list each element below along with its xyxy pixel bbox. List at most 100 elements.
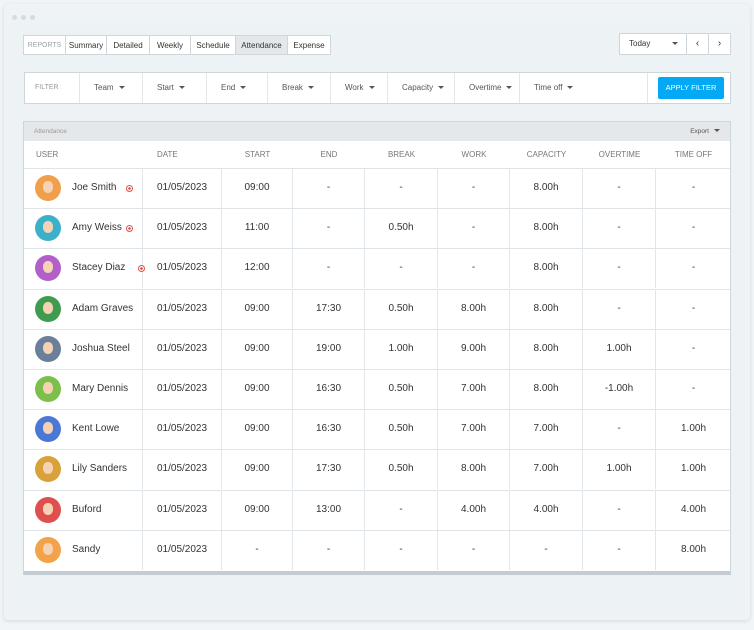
cell: 8.00h [510,288,583,329]
live-indicator [137,265,145,273]
cell: 1.00h [680,423,707,435]
avatar [35,456,61,483]
cell: - [691,342,696,354]
cell: 01/05/2023 [143,529,222,570]
row-divider [24,208,730,210]
avatar-face [43,301,53,314]
cell: 01/05/2023 [143,168,222,208]
cell: 09:00 [222,288,293,329]
cell: 8.00h [510,248,583,289]
cell: - [293,168,365,208]
table-bar: Attendance Export [24,122,730,141]
export-button[interactable]: Export [690,122,720,141]
column-header: DATE [157,150,178,159]
cell: - [510,529,583,570]
filter-label: FILTER [21,73,80,103]
cell: 09:00 [222,409,293,450]
avatar-face [43,261,53,274]
date-select[interactable]: Today [619,33,687,55]
cell: 01/05/2023 [143,369,222,409]
cell: -1.00h [583,369,656,409]
window-dot [30,15,35,20]
window-dot [12,15,17,20]
next-button[interactable]: › [708,33,731,55]
table-title: Attendance [34,128,67,135]
cell: 8.00h [510,168,583,208]
row-divider [24,489,730,491]
avatar [35,376,61,402]
cell: - [293,529,365,570]
cell: 0.50h [365,208,438,249]
filter-dropdown[interactable]: Team [80,73,143,103]
filter-dropdown[interactable]: Overtime [455,73,520,103]
cell: 01/05/2023 [143,248,222,289]
cell: 1.00h [583,328,656,369]
cell: - [691,222,696,234]
tab[interactable]: Detailed [106,35,150,55]
row-divider [24,409,730,411]
prev-button[interactable]: ‹ [686,33,709,55]
cell: - [583,529,656,570]
caret [667,34,678,54]
cell: - [583,489,656,530]
cell: - [583,168,656,208]
user-name: Joe Smith [24,168,143,208]
avatar [35,255,61,282]
tab[interactable]: Schedule [190,35,236,55]
cell: 7.00h [510,409,583,450]
cell: 8.00h [510,328,583,369]
cell: 01/05/2023 [143,489,222,530]
cell: 8.00h [510,208,583,249]
column-header: BREAK [387,150,416,159]
cell: - [691,262,696,274]
cell: 12:00 [222,248,293,289]
cell: 09:00 [222,489,293,530]
avatar [35,335,61,362]
filter-dropdown[interactable]: Capacity [388,73,455,103]
row-divider [24,248,730,250]
user-name: Kent Lowe [24,409,143,450]
apply-filter-button[interactable]: APPLY FILTER [658,77,724,99]
cell: 9.00h [438,328,510,369]
cell: 16:30 [293,369,365,409]
cell: 7.00h [438,369,510,409]
cell: - [438,529,510,570]
filter-dropdown[interactable]: End [207,73,268,103]
cell: 01/05/2023 [143,449,222,490]
tab[interactable]: Expense [287,35,331,55]
avatar-face [43,382,53,394]
avatar [35,416,61,443]
row-divider [24,288,730,290]
avatar [35,175,61,201]
cell: - [293,248,365,289]
user-name: Buford [24,489,143,530]
row-divider [24,449,730,451]
cell: 4.00h [680,503,707,515]
row-divider [24,168,730,169]
live-indicator [126,225,134,233]
filter-dropdown[interactable]: Start [143,73,207,103]
tab[interactable]: Attendance [235,35,288,55]
row-divider [24,369,730,370]
cell: - [438,208,510,249]
avatar [35,215,61,242]
tab[interactable]: Weekly [149,35,191,55]
cell: 17:30 [293,449,365,490]
column-header: USER [36,150,59,159]
cell: - [583,208,656,249]
filter-dropdown[interactable]: Break [268,73,331,103]
live-indicator [126,185,134,192]
column-header: CAPACITY [526,150,567,159]
cell: - [365,168,438,208]
tab[interactable]: Summary [65,35,107,55]
filter-dropdown[interactable]: Time off [520,73,648,103]
cell: 09:00 [222,168,293,208]
cell: 8.00h [510,369,583,409]
user-name: Mary Dennis [24,369,143,409]
cell: 8.00h [438,288,510,329]
cell: 1.00h [365,328,438,369]
cell: - [365,529,438,570]
cell: 17:30 [293,288,365,329]
cell: 01/05/2023 [143,288,222,329]
filter-dropdown[interactable]: Work [331,73,388,103]
